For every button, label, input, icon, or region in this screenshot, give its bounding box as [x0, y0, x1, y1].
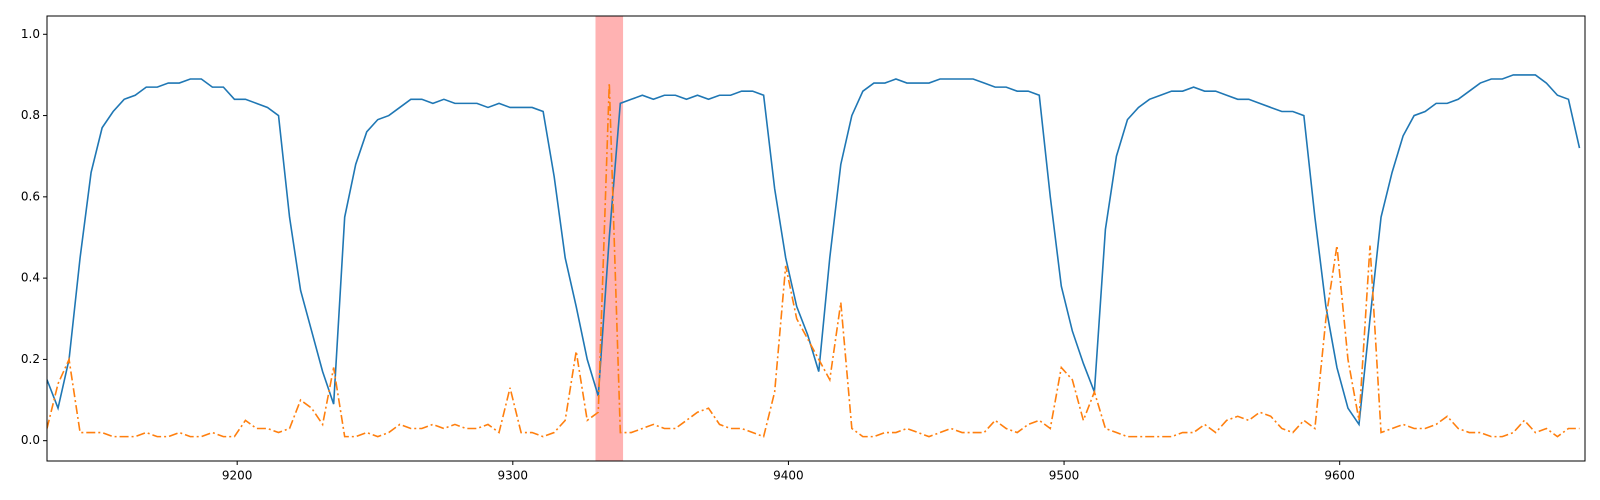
y-tick-label: 0.2 [21, 352, 40, 366]
y-tick-label: 0.4 [21, 271, 40, 285]
line-series [47, 83, 1580, 438]
y-tick-label: 0.6 [21, 189, 40, 203]
x-tick-label: 9500 [1049, 469, 1080, 483]
line-series [47, 74, 1581, 427]
x-tick-label: 9600 [1324, 469, 1355, 483]
plot-frame [46, 15, 1586, 462]
y-tick-label: 0.0 [21, 433, 40, 447]
y-tick-label: 0.8 [21, 108, 40, 122]
x-tick-label: 9200 [222, 469, 253, 483]
x-tick-label: 9300 [498, 469, 529, 483]
x-tick-label: 9400 [773, 469, 804, 483]
y-tick-label: 1.0 [21, 27, 40, 41]
